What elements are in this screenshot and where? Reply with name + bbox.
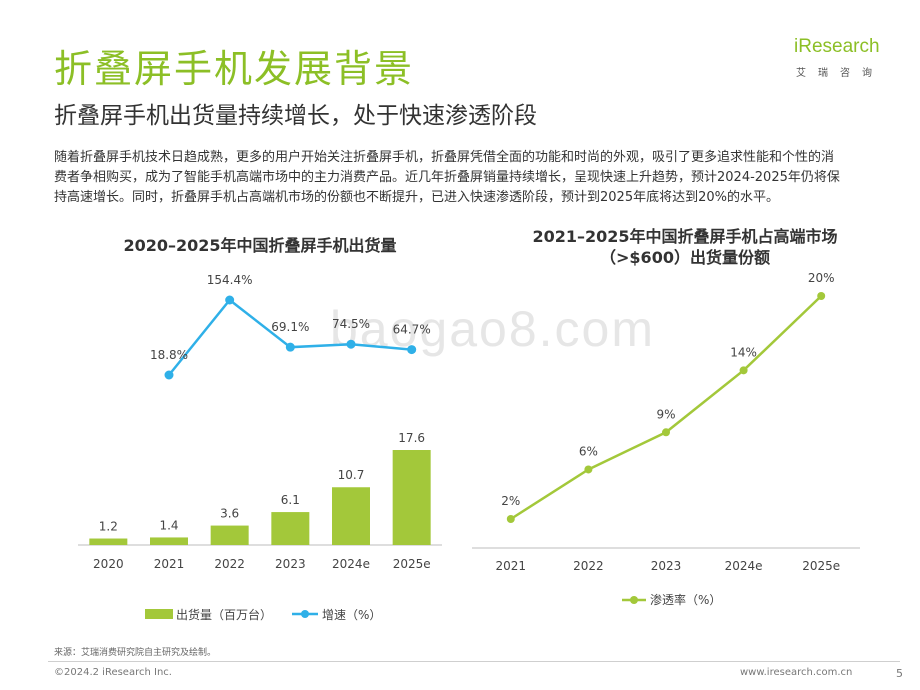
legend-line-marker (301, 610, 309, 618)
shipment-bar (332, 487, 370, 545)
logo-cn-text: 艾瑞咨询 (796, 68, 884, 79)
x-tick-label: 2022 (573, 559, 604, 573)
share-point (739, 366, 748, 375)
share-point (506, 515, 515, 523)
x-tick-label: 2023 (275, 557, 306, 571)
iresearch-logo: iResearch 艾瑞咨询 (790, 34, 890, 84)
shipment-chart: 1.2 2020 1.4 2021 3.6 2022 6.1 2023 10.7 2024e 17.… (78, 273, 442, 622)
bar-value-label: 6.1 (281, 493, 300, 507)
shipment-bar (271, 512, 310, 545)
shipment-bar (210, 525, 249, 545)
growth-line (168, 298, 412, 376)
share-value-label: 2% (501, 494, 520, 508)
legend-bar-swatch (145, 609, 173, 619)
x-tick-label: 2021 (154, 557, 185, 571)
growth-value-label: 154.4% (207, 273, 253, 287)
right-chart-title: 2021–2025年中国折叠屏手机占高端市场 （>$600）出货量份额 (480, 226, 890, 268)
growth-point (285, 342, 295, 352)
share-point (817, 292, 826, 300)
right-chart-title-line1: 2021–2025年中国折叠屏手机占高端市场 (532, 227, 838, 246)
website-link: www.iresearch.com.cn (740, 667, 853, 678)
share-value-label: 14% (730, 345, 757, 359)
growth-value-label: 18.8% (150, 348, 188, 362)
right-chart-title-line2: （>$600）出货量份额 (600, 248, 770, 267)
x-tick-label: 2024e (332, 557, 370, 571)
growth-value-label: 69.1% (271, 320, 309, 334)
x-tick-label: 2025e (393, 557, 431, 571)
x-tick-label: 2025e (802, 559, 840, 573)
share-point (584, 465, 593, 474)
growth-value-label: 64.7% (393, 323, 431, 337)
bar-value-label: 1.2 (99, 520, 118, 534)
x-tick-label: 2024e (725, 559, 763, 573)
growth-point (164, 370, 174, 380)
share-value-label: 9% (656, 407, 675, 421)
growth-point (225, 295, 235, 305)
legend-line-marker (630, 596, 638, 604)
bar-value-label: 10.7 (338, 468, 365, 482)
x-tick-label: 2023 (651, 559, 682, 573)
source-note: 来源：艾瑞消费研究院自主研究及绘制。 (54, 648, 217, 658)
x-tick-label: 2020 (93, 557, 124, 571)
footer-divider (48, 661, 900, 662)
left-chart-title: 2020–2025年中国折叠屏手机出货量 (123, 236, 397, 255)
share-value-label: 20% (808, 271, 835, 285)
shipment-bar (392, 450, 431, 545)
growth-point (346, 339, 356, 349)
share-chart: 2% 6% 9% 14% 20% 2021 2022 2023 2024e 2025e 渗透率（%） (472, 271, 860, 607)
legend-bar-label: 出货量（百万台） (176, 607, 272, 622)
growth-point (407, 345, 417, 355)
legend-line-label: 渗透率（%） (650, 592, 721, 607)
page-number: 5 (896, 667, 903, 680)
logo-wordmark: iResearch (794, 36, 880, 57)
bar-value-label: 1.4 (159, 518, 178, 532)
share-point (662, 428, 670, 437)
x-tick-label: 2022 (214, 557, 245, 571)
share-value-label: 6% (579, 444, 598, 458)
legend-line-label: 增速（%） (322, 608, 381, 622)
page-title: 折叠屏手机发展背景 (54, 47, 415, 91)
shipment-bar (150, 537, 188, 545)
shipment-bar (89, 538, 128, 545)
growth-value-label: 74.5% (332, 317, 370, 331)
copyright: ©2024.2 iResearch Inc. (54, 667, 172, 678)
x-tick-label: 2021 (496, 559, 527, 573)
page-subtitle: 折叠屏手机出货量持续增长，处于快速渗透阶段 (54, 103, 537, 129)
bar-value-label: 3.6 (220, 507, 239, 521)
bar-value-label: 17.6 (398, 431, 425, 445)
intro-paragraph: 随着折叠屏手机技术日趋成熟，更多的用户开始关注折叠屏手机，折叠屏凭借全面的功能和… (54, 150, 840, 205)
